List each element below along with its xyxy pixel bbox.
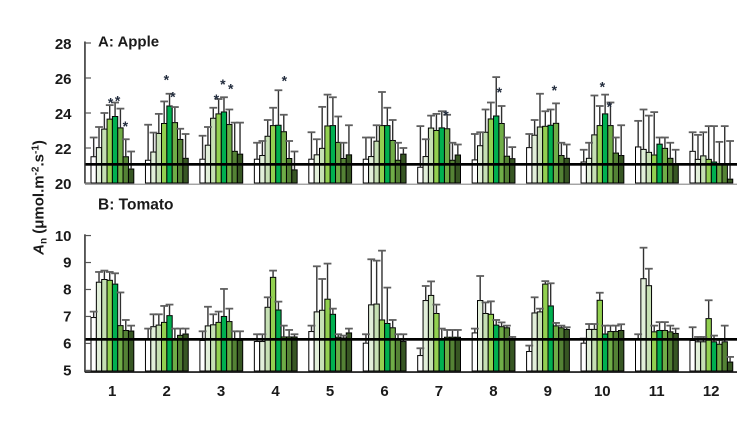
svg-text:6: 6 bbox=[63, 336, 71, 353]
svg-text:11: 11 bbox=[649, 383, 665, 400]
svg-text:An (μmol.m-2.s-1): An (μmol.m-2.s-1) bbox=[31, 140, 50, 256]
svg-text:28: 28 bbox=[55, 36, 72, 53]
svg-text:*: * bbox=[497, 84, 503, 100]
svg-text:*: * bbox=[164, 72, 170, 88]
svg-text:*: * bbox=[214, 91, 220, 107]
svg-text:*: * bbox=[282, 73, 288, 89]
svg-text:*: * bbox=[443, 107, 449, 123]
svg-text:22: 22 bbox=[55, 141, 72, 158]
svg-text:12: 12 bbox=[703, 383, 720, 400]
svg-text:10: 10 bbox=[55, 228, 72, 245]
svg-text:*: * bbox=[108, 95, 114, 111]
svg-text:8: 8 bbox=[489, 383, 497, 400]
svg-text:*: * bbox=[607, 98, 613, 114]
svg-text:8: 8 bbox=[63, 282, 71, 299]
svg-text:3: 3 bbox=[217, 383, 225, 400]
svg-text:5: 5 bbox=[326, 383, 334, 400]
svg-text:*: * bbox=[552, 82, 558, 98]
svg-text:*: * bbox=[115, 93, 121, 109]
svg-text:6: 6 bbox=[380, 383, 388, 400]
svg-text:2: 2 bbox=[163, 383, 171, 400]
svg-text:9: 9 bbox=[63, 255, 71, 272]
svg-text:10: 10 bbox=[594, 383, 611, 400]
svg-text:*: * bbox=[600, 79, 606, 95]
svg-text:*: * bbox=[220, 76, 226, 92]
svg-text:A: Apple: A: Apple bbox=[98, 34, 159, 51]
svg-text:*: * bbox=[228, 80, 234, 96]
svg-text:1: 1 bbox=[108, 383, 116, 400]
svg-text:*: * bbox=[170, 88, 176, 104]
svg-text:20: 20 bbox=[55, 176, 72, 193]
svg-text:7: 7 bbox=[435, 383, 443, 400]
svg-text:7: 7 bbox=[63, 309, 71, 326]
svg-text:24: 24 bbox=[55, 106, 72, 123]
svg-text:B: Tomato: B: Tomato bbox=[98, 197, 173, 214]
svg-text:*: * bbox=[123, 118, 129, 134]
svg-text:4: 4 bbox=[271, 383, 280, 400]
svg-text:9: 9 bbox=[544, 383, 552, 400]
svg-text:26: 26 bbox=[55, 71, 72, 88]
svg-text:5: 5 bbox=[63, 363, 71, 380]
